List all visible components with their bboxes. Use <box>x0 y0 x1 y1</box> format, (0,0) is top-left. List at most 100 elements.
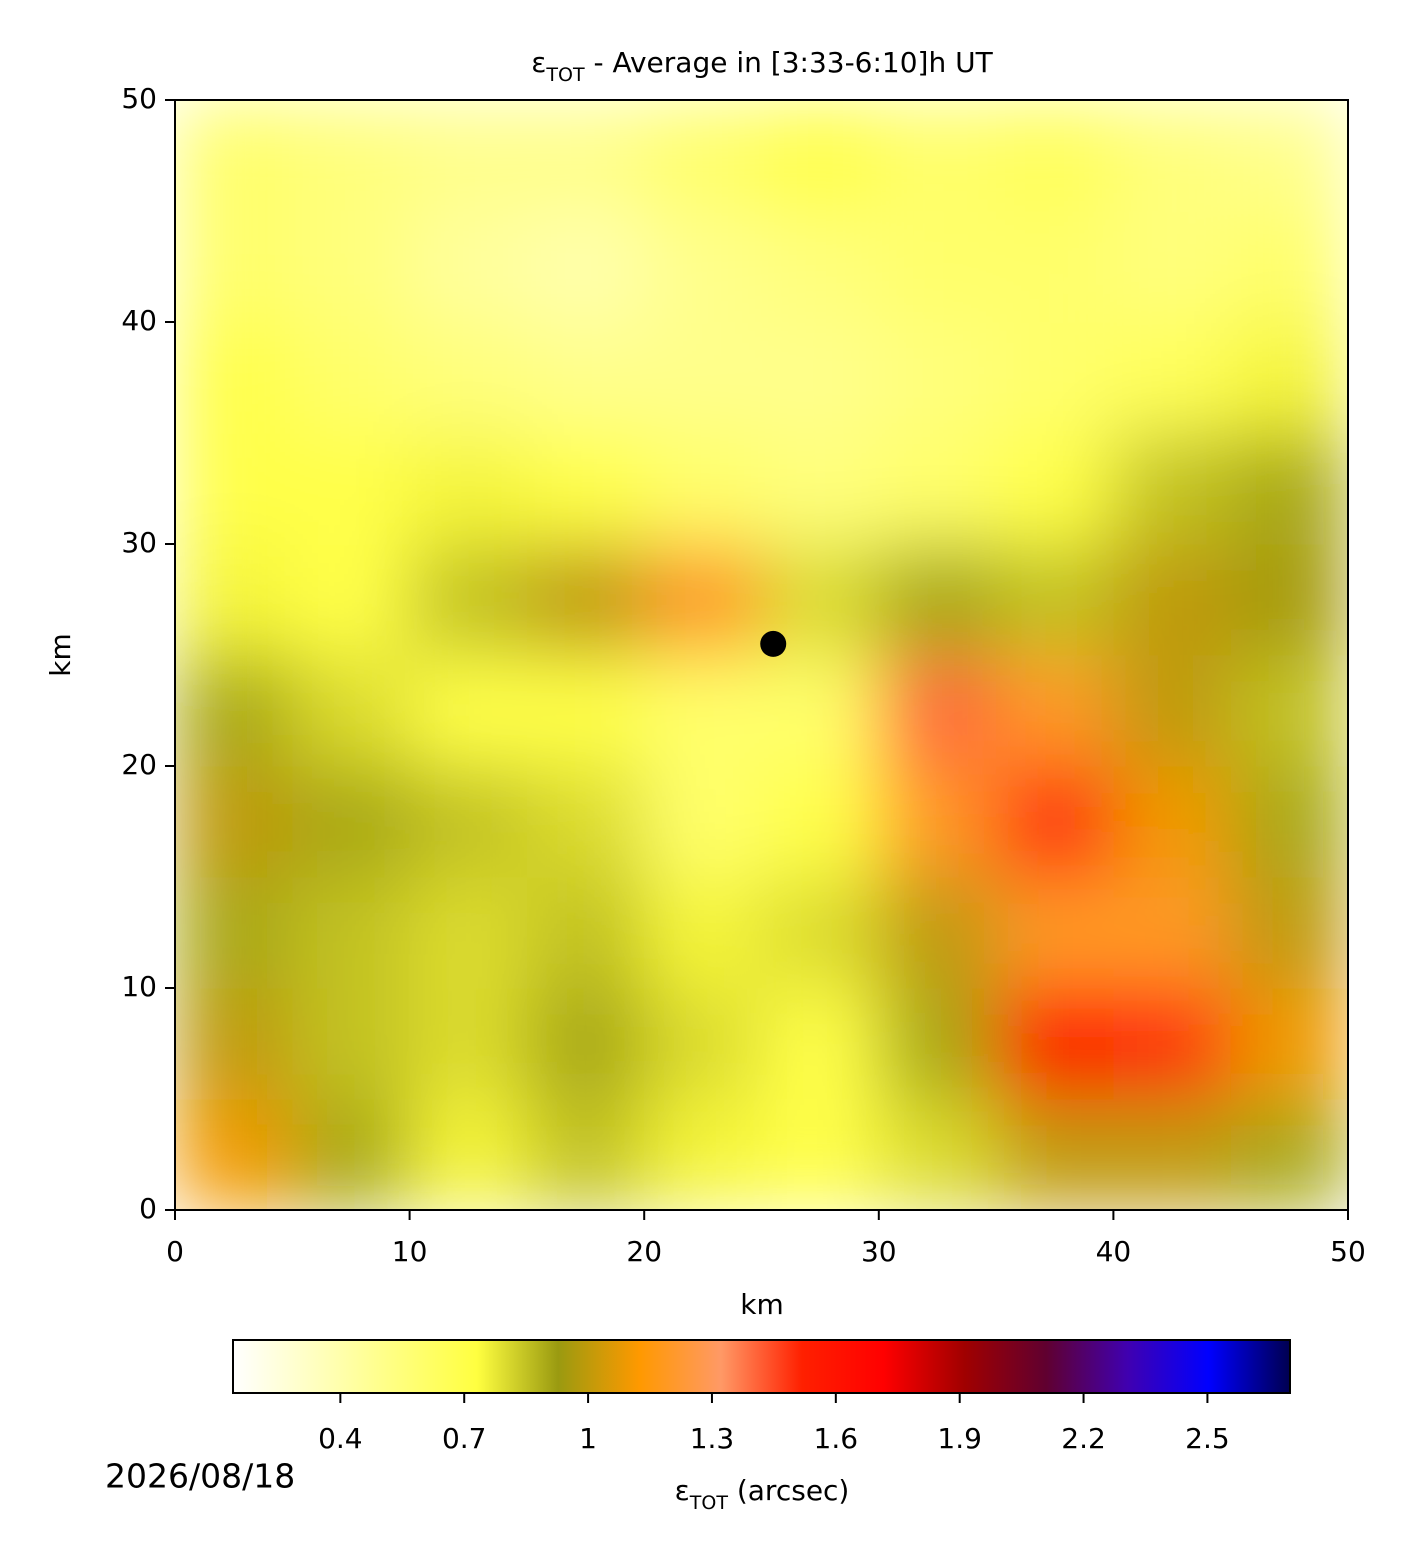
chart-title: εTOT - Average in [3:33-6:10]h UT <box>531 46 993 86</box>
colorbar-tick-label: 2.5 <box>1185 1422 1230 1455</box>
heat-cell <box>996 544 1114 656</box>
heat-cell <box>644 433 762 545</box>
y-axis-label: km <box>44 633 77 677</box>
heat-cell <box>409 211 528 323</box>
colorbar-tick-label: 0.4 <box>318 1422 363 1455</box>
heat-cell <box>526 655 645 767</box>
heat-cell <box>761 211 880 323</box>
heat-cell <box>1113 988 1232 1100</box>
x-tick-label: 30 <box>861 1235 897 1268</box>
heat-cell <box>1230 988 1348 1100</box>
heat-cell <box>175 100 293 212</box>
colorbar-unit: (arcsec) <box>728 1474 849 1507</box>
heat-cell <box>761 877 880 989</box>
y-tick-label: 50 <box>121 82 157 115</box>
heat-cell <box>878 1099 997 1210</box>
heat-cell <box>996 988 1114 1100</box>
heat-cell <box>175 766 293 878</box>
x-axis-label: km <box>740 1288 784 1321</box>
heat-cell <box>292 655 411 767</box>
colorbar-tick-label: 0.7 <box>442 1422 487 1455</box>
heat-cell <box>409 322 528 434</box>
heat-cell <box>1230 433 1348 545</box>
y-tick-label: 40 <box>121 304 157 337</box>
heat-cell <box>292 544 411 656</box>
heat-cell <box>526 988 645 1100</box>
heatmap <box>175 100 1348 1210</box>
heat-cell <box>526 544 645 656</box>
colorbar-tick-label: 1 <box>579 1422 597 1455</box>
heat-cell <box>526 433 645 545</box>
heat-cell <box>175 1099 293 1210</box>
heat-cell <box>1230 877 1348 989</box>
y-tick-label: 20 <box>121 748 157 781</box>
heat-cell <box>175 655 293 767</box>
heat-cell <box>878 433 997 545</box>
site-marker <box>760 630 787 657</box>
heat-cell <box>1113 655 1232 767</box>
heat-cell <box>175 988 293 1100</box>
heat-cell <box>292 1099 411 1210</box>
heat-cell <box>1230 1099 1348 1210</box>
colorbar-tick-label: 1.6 <box>814 1422 859 1455</box>
colorbar-tick-label: 2.2 <box>1061 1422 1106 1455</box>
heat-cell <box>175 433 293 545</box>
heat-cell <box>1113 433 1232 545</box>
x-tick-label: 10 <box>392 1235 428 1268</box>
heat-cell <box>761 655 880 767</box>
title-text: - Average in [3:33-6:10]h UT <box>585 46 994 79</box>
heat-cell <box>292 766 411 878</box>
heat-cell <box>1113 100 1232 212</box>
title-subscript: TOT <box>545 64 585 86</box>
heat-cell <box>1113 211 1232 323</box>
heat-cell <box>409 655 528 767</box>
title-symbol: ε <box>531 46 546 79</box>
heat-cell <box>761 322 880 434</box>
heat-cell <box>409 877 528 989</box>
heat-cell <box>996 100 1114 212</box>
heatmap-cells <box>175 100 1348 1210</box>
heat-cell <box>1113 1099 1232 1210</box>
heat-cell <box>409 544 528 656</box>
heat-cell <box>878 100 997 212</box>
heat-cell <box>878 877 997 989</box>
heat-cell <box>526 877 645 989</box>
heat-cell <box>878 211 997 323</box>
colorbar-subscript: TOT <box>689 1492 729 1514</box>
heat-cell <box>409 100 528 212</box>
heat-cell <box>292 433 411 545</box>
heat-cell <box>526 100 645 212</box>
heat-cell <box>292 211 411 323</box>
heat-cell <box>175 322 293 434</box>
heat-cell <box>175 211 293 323</box>
heat-cell <box>526 766 645 878</box>
heat-cell <box>1230 100 1348 212</box>
heat-cell <box>878 655 997 767</box>
heat-cell <box>1230 322 1348 434</box>
date-label: 2026/08/18 <box>105 1457 295 1496</box>
heat-cell <box>409 1099 528 1210</box>
heat-cell <box>1230 211 1348 323</box>
heat-cell <box>878 322 997 434</box>
heat-cell <box>409 988 528 1100</box>
heat-cell <box>292 988 411 1100</box>
colorbar-tick-label: 1.9 <box>937 1422 982 1455</box>
heat-cell <box>878 766 997 878</box>
heat-cell <box>526 1099 645 1210</box>
heat-cell <box>644 100 762 212</box>
heat-cell <box>644 322 762 434</box>
heat-cell <box>644 211 762 323</box>
heat-cell <box>175 877 293 989</box>
heat-cell <box>761 766 880 878</box>
heat-cell <box>644 655 762 767</box>
x-tick-label: 50 <box>1330 1235 1366 1268</box>
heat-cell <box>409 766 528 878</box>
heat-cell <box>292 100 411 212</box>
colorbar-label: εTOT (arcsec) <box>675 1474 850 1514</box>
heat-cell <box>1113 322 1232 434</box>
heat-cell <box>175 544 293 656</box>
heat-cell <box>996 877 1114 989</box>
heat-cell <box>644 1099 762 1210</box>
y-tick-label: 30 <box>121 526 157 559</box>
heat-cell <box>292 322 411 434</box>
